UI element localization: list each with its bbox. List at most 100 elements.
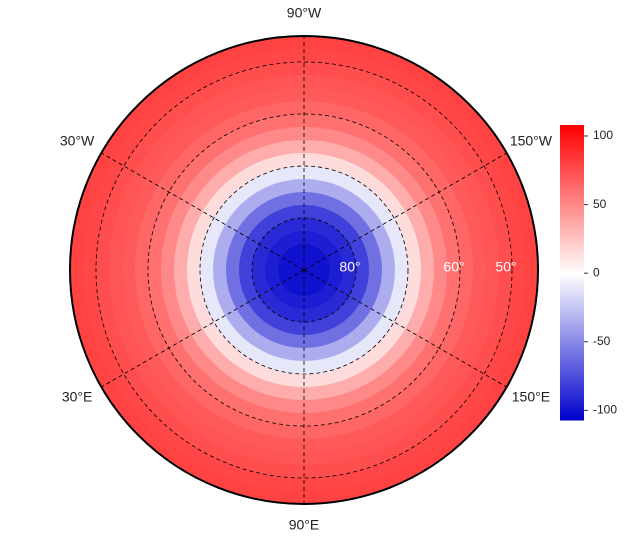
colorbar-step	[560, 265, 584, 269]
colorbar-step	[560, 279, 584, 283]
colorbar-step	[560, 282, 584, 286]
colorbar-step	[560, 311, 584, 315]
colorbar-step	[560, 336, 584, 340]
colorbar-step	[560, 247, 584, 251]
colorbar-step	[560, 184, 584, 187]
colorbar-step	[560, 368, 584, 372]
colorbar-step	[560, 152, 584, 155]
colorbar-step	[560, 407, 584, 411]
colorbar-step	[560, 383, 584, 387]
colorbar-step	[560, 257, 584, 261]
colorbar-step	[560, 378, 584, 382]
lat-grid	[251, 217, 357, 323]
colorbar-tick-label: 50	[593, 197, 607, 211]
lon-label: 30°W	[60, 133, 95, 149]
colorbar-step	[560, 277, 584, 281]
colorbar-step	[560, 142, 584, 146]
colorbar-step	[560, 156, 584, 160]
colorbar-step	[560, 159, 584, 163]
colorbar-step	[560, 255, 584, 259]
colorbar-step	[560, 297, 584, 301]
colorbar-step	[560, 395, 584, 399]
colorbar-step	[560, 405, 584, 409]
colorbar-step	[560, 188, 584, 192]
colorbar-step	[560, 191, 584, 195]
colorbar-step	[560, 220, 584, 224]
meridian	[101, 152, 305, 271]
colorbar-step	[560, 176, 584, 180]
colorbar-step	[560, 267, 584, 271]
colorbar-step	[560, 262, 584, 266]
colorbar-step	[560, 351, 584, 355]
colorbar-step	[560, 198, 584, 202]
colorbar-step	[560, 353, 584, 357]
colorbar-step	[560, 179, 584, 183]
colorbar-step	[560, 361, 584, 364]
colorbar-step	[560, 213, 584, 217]
colorbar-step	[560, 134, 584, 138]
colorbar-step	[560, 201, 584, 205]
colorbar-step	[560, 196, 584, 200]
lon-label: 30°E	[62, 389, 93, 405]
meridian	[303, 269, 507, 388]
colorbar-step	[560, 314, 584, 318]
colorbar-step	[560, 127, 584, 131]
colorbar-step	[560, 129, 584, 133]
colorbar-step	[560, 252, 584, 256]
colorbar-step	[560, 233, 584, 237]
colorbar-step	[560, 380, 584, 384]
meridian	[101, 269, 305, 388]
colorbar-tick-label: 100	[593, 128, 613, 142]
colorbar-step	[560, 211, 584, 214]
colorbar-step	[560, 302, 584, 305]
colorbar-step	[560, 287, 584, 291]
lon-label: 150°W	[510, 133, 553, 149]
colorbar-step	[560, 171, 584, 175]
colorbar-step	[560, 326, 584, 330]
colorbar-step	[560, 274, 584, 278]
colorbar-step	[560, 373, 584, 377]
colorbar-step	[560, 186, 584, 190]
colorbar-step	[560, 346, 584, 350]
colorbar-step	[560, 132, 584, 136]
colorbar-step	[560, 208, 584, 212]
lon-label: 90°W	[287, 5, 322, 21]
colorbar-step	[560, 341, 584, 345]
colorbar-step	[560, 166, 584, 170]
colorbar-step	[560, 181, 584, 185]
lat-label: 50°	[495, 259, 516, 275]
colorbar-step	[560, 289, 584, 293]
colorbar-step	[560, 321, 584, 325]
lon-label: 90°E	[289, 517, 320, 533]
colorbar-step	[560, 203, 584, 207]
colorbar-step	[560, 338, 584, 342]
colorbar-step	[560, 137, 584, 141]
colorbar-step	[560, 228, 584, 232]
colorbar-tick-label: 0	[593, 265, 600, 279]
colorbar-step	[560, 243, 584, 246]
colorbar-step	[560, 154, 584, 158]
colorbar-step	[560, 240, 584, 244]
colorbar-step	[560, 223, 584, 227]
colorbar-step	[560, 417, 584, 421]
colorbar-step	[560, 169, 584, 173]
colorbar-step	[560, 250, 584, 254]
lat-label: 60°	[443, 259, 464, 275]
colorbar-step	[560, 225, 584, 229]
colorbar-step	[560, 410, 584, 414]
colorbar-step	[560, 358, 584, 362]
colorbar-step	[560, 331, 584, 335]
colorbar-step	[560, 306, 584, 310]
colorbar-step	[560, 415, 584, 419]
lat-label: 80°	[339, 259, 360, 275]
colorbar-step	[560, 402, 584, 406]
colorbar-step	[560, 272, 584, 276]
colorbar-step	[560, 206, 584, 210]
colorbar-step	[560, 412, 584, 416]
colorbar-step	[560, 144, 584, 148]
colorbar-step	[560, 235, 584, 239]
colorbar-step	[560, 392, 584, 396]
colorbar-step	[560, 161, 584, 165]
colorbar-step	[560, 260, 584, 264]
